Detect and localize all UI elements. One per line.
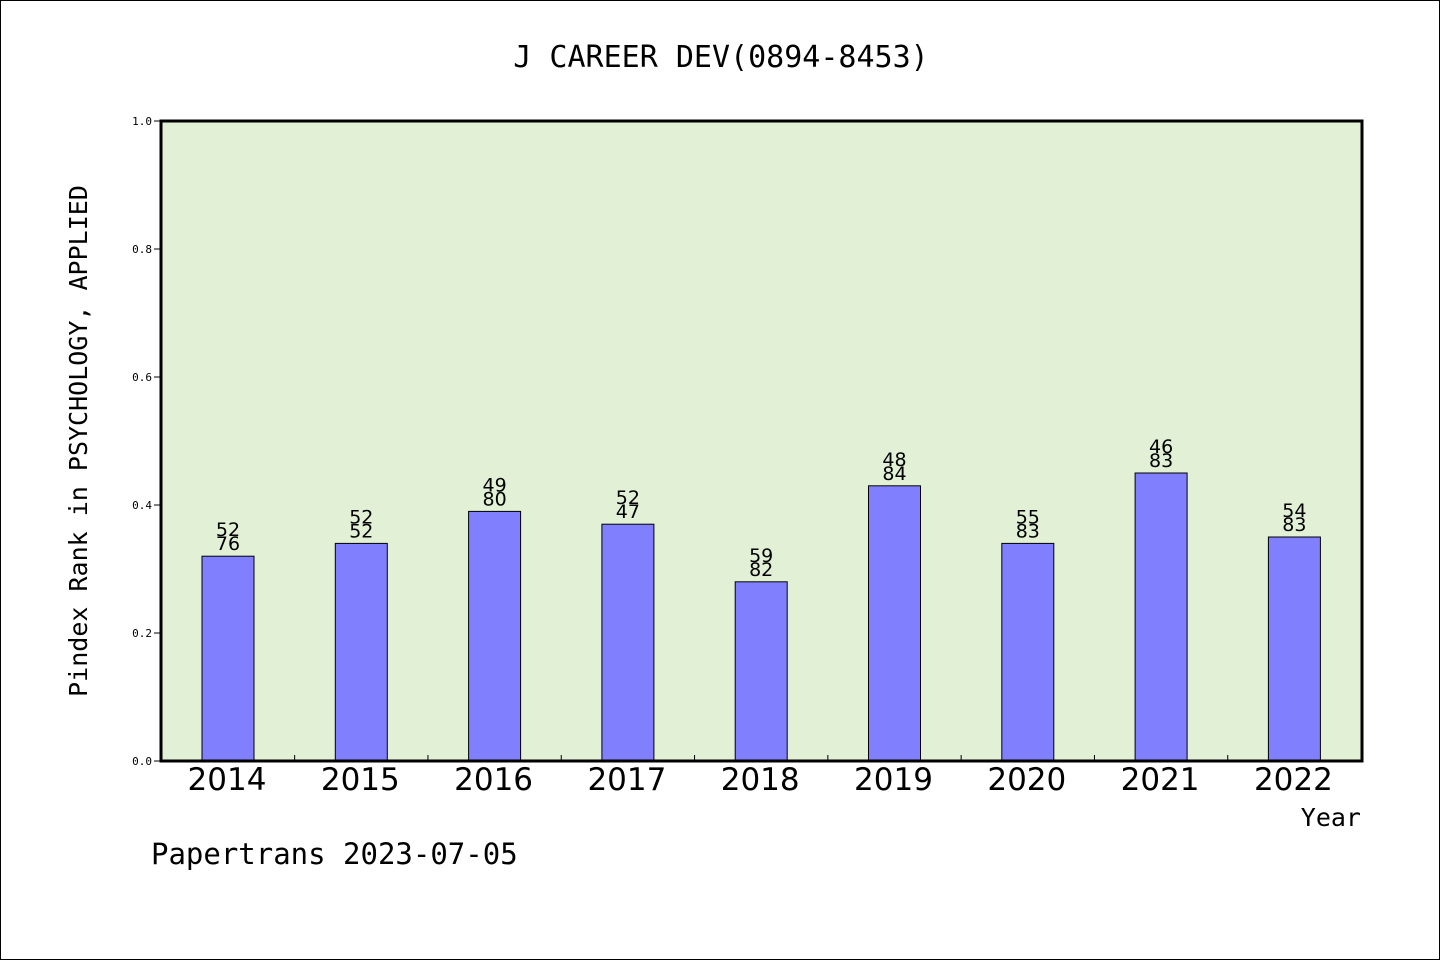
x-tick-label-2020: 2020 (987, 762, 1066, 798)
bar-label-bottom-2016: 80 (483, 488, 507, 510)
bar-label-bottom-2020: 83 (1016, 520, 1040, 542)
bar-2014 (201, 555, 255, 762)
y-tick-label: 1.0 (132, 115, 152, 128)
bar-label-bottom-2014: 76 (216, 533, 240, 555)
bar-2018 (734, 581, 788, 762)
ticks-layer: 0.0 0.2 0.4 0.6 0.8 1.0 2014 2015 2016 2017 2018 20… (132, 115, 1333, 798)
bar-label-bottom-2017: 47 (616, 501, 640, 523)
bar-label-top-2016: 49 (483, 474, 507, 496)
y-tick-label: 0.2 (132, 627, 152, 640)
x-tick-label-2021: 2021 (1121, 762, 1200, 798)
bar-label-top-2021: 46 (1149, 436, 1173, 458)
bar-label-bottom-2019: 84 (882, 463, 906, 485)
x-axis-label: Year (1301, 803, 1361, 832)
x-tick-label-2019: 2019 (854, 762, 933, 798)
y-tick-label: 0.8 (132, 243, 152, 256)
bar-2017 (601, 523, 655, 762)
x-tick-label-2014: 2014 (188, 762, 267, 798)
bar-2020 (1001, 542, 1055, 762)
bar-label-bottom-2022: 83 (1282, 514, 1306, 536)
bar-2022 (1267, 536, 1321, 762)
y-tick-label: 0.0 (132, 755, 152, 768)
bar-2021 (1134, 472, 1188, 762)
footer-text: Papertrans 2023-07-05 (151, 837, 518, 871)
bar-label-top-2014: 52 (216, 519, 240, 541)
bar-label-top-2022: 54 (1282, 500, 1306, 522)
y-tick-label: 0.6 (132, 371, 152, 384)
x-tick-label-2022: 2022 (1254, 762, 1333, 798)
bar-label-top-2018: 59 (749, 545, 773, 567)
x-tick-label-2017: 2017 (587, 762, 666, 798)
bar-2015 (334, 542, 388, 762)
x-tick-label-2016: 2016 (454, 762, 533, 798)
bar-label-top-2017: 52 (616, 487, 640, 509)
chart-title: J CAREER DEV(0894-8453) (513, 40, 928, 75)
bar-label-bottom-2021: 83 (1149, 450, 1173, 472)
bar-label-top-2020: 55 (1016, 506, 1040, 528)
bar-label-bottom-2015: 52 (349, 520, 373, 542)
plot-border (159, 119, 1364, 763)
y-tick-label: 0.4 (132, 499, 152, 512)
x-tick-label-2018: 2018 (721, 762, 800, 798)
bar-2019 (868, 485, 921, 762)
bar-label-bottom-2018: 82 (749, 559, 773, 581)
bar-2016 (468, 510, 522, 762)
y-axis-label: Pindex Rank in PSYCHOLOGY, APPLIED (64, 185, 93, 697)
bar-label-top-2019: 48 (882, 449, 906, 471)
bar-label-top-2015: 52 (349, 506, 373, 528)
x-tick-label-2015: 2015 (321, 762, 400, 798)
